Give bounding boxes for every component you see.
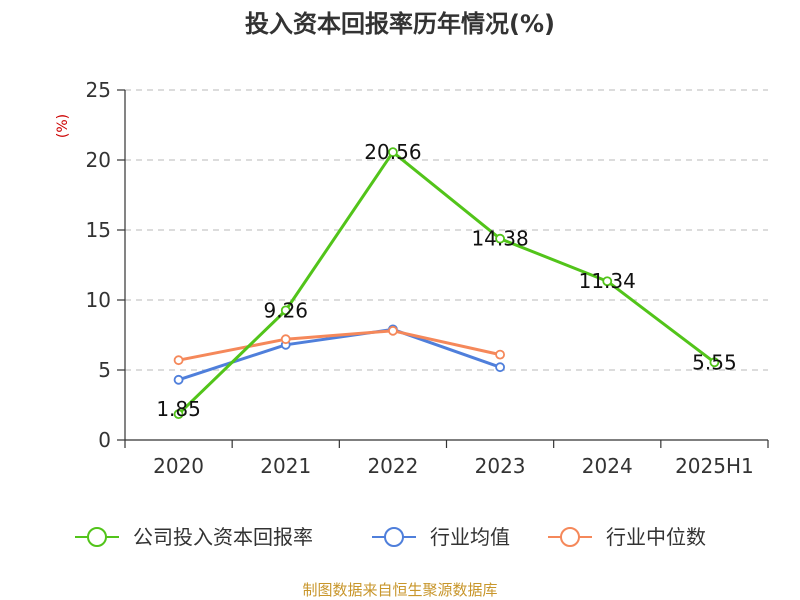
data-label: 14.38	[471, 227, 528, 251]
y-tick-label: 10	[86, 288, 111, 312]
data-point	[388, 147, 398, 158]
source-note: 制图数据来自恒生聚源数据库	[302, 581, 497, 599]
legend-marker	[560, 527, 580, 547]
legend-label: 行业中位数	[606, 525, 706, 549]
legend: 公司投入资本回报率 行业均值 行业中位数	[75, 525, 706, 549]
legend-label: 公司投入资本回报率	[133, 525, 313, 549]
legend-label: 行业均值	[430, 525, 510, 549]
x-tick-label: 2020	[153, 454, 204, 478]
data-point	[495, 362, 505, 373]
data-label: 20.56	[364, 140, 421, 164]
series-group	[173, 147, 720, 420]
data-point	[173, 355, 184, 366]
x-tick-label: 2021	[260, 454, 311, 478]
y-tick-label: 5	[98, 358, 111, 382]
legend-marker	[384, 527, 404, 547]
data-point	[709, 357, 720, 368]
data-point	[280, 334, 291, 345]
axes: 0 5 10 15 20 25 2020 2021 2022 2023 2024 2025H1	[86, 78, 769, 478]
data-point	[173, 374, 184, 385]
grid	[125, 89, 768, 371]
x-tick-label: 2024	[582, 454, 633, 478]
data-point	[495, 233, 505, 244]
legend-marker	[87, 527, 107, 547]
data-label: 9.26	[263, 298, 308, 322]
y-axis-unit: (%)	[55, 114, 71, 138]
x-tick-label: 2025H1	[675, 454, 754, 478]
data-point	[388, 325, 398, 336]
chart-title: 投入资本回报率历年情况(%)	[245, 10, 555, 38]
data-point	[495, 349, 505, 360]
data-labels: 1.85 9.26 20.56 14.38 11.34 5.55	[156, 140, 736, 421]
y-tick-label: 15	[86, 218, 111, 242]
y-tick-label: 20	[86, 148, 111, 172]
data-label: 11.34	[579, 269, 636, 293]
data-point	[602, 276, 613, 287]
data-point	[280, 305, 291, 316]
y-tick-label: 0	[98, 428, 111, 452]
data-label: 5.55	[692, 350, 737, 374]
series-line	[177, 150, 716, 416]
series-line	[178, 329, 501, 362]
x-tick-label: 2022	[367, 454, 418, 478]
y-tick-label: 25	[86, 78, 111, 102]
data-point	[173, 409, 184, 420]
x-tick-label: 2023	[475, 454, 526, 478]
data-label: 1.85	[156, 397, 201, 421]
series-line	[178, 327, 501, 382]
